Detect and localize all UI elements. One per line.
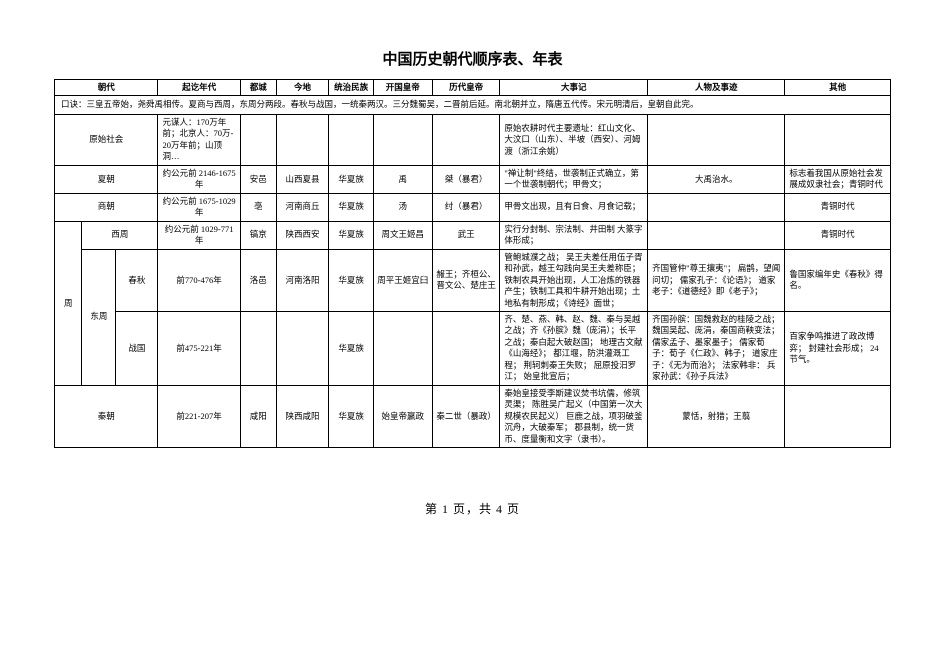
cell-other: 百家争鸣推进了政改博弈； 封建社会形成； 24节气。 — [785, 311, 891, 385]
cell-last: 武王 — [432, 221, 500, 249]
cell-other: 标志着我国从原始社会发展成奴隶社会；青铜时代 — [785, 165, 891, 193]
cell-events: 秦始皇接受李斯建议焚书坑儒，修筑灵渠； 陈胜吴广起义（中国第一次大规模农民起义）… — [500, 385, 648, 447]
cell-last: 赧王；齐桓公、晋文公、楚庄王 — [432, 249, 500, 311]
cell-founder: 周文王姬昌 — [373, 221, 432, 249]
col-other: 其他 — [785, 80, 891, 96]
cell-capital: 镐京 — [240, 221, 276, 249]
row-shang: 商朝 约公元前 1675-1029年 亳 河南商丘 华夏族 汤 纣（暴君） 甲骨… — [55, 193, 891, 221]
cell-dynasty: 夏朝 — [55, 165, 158, 193]
cell-events: "禅让制"终结，世袭制正式确立，第一个世袭制朝代；甲骨文； — [500, 165, 648, 193]
cell-founder: 周平王姬宜臼 — [373, 249, 432, 311]
cell-people: 齐国孙膑：国魏救赵的桂陵之战； 魏国吴起、庞涓，秦国商鞅变法； 儒家孟子、墨家墨… — [648, 311, 785, 385]
cell-eth: 华夏族 — [329, 249, 373, 311]
cell-eth: 华夏族 — [329, 165, 373, 193]
col-people: 人物及事迹 — [648, 80, 785, 96]
cell-years: 约公元前 1675-1029年 — [158, 193, 240, 221]
cell-years: 约公元前 2146-1675年 — [158, 165, 240, 193]
cell-eth: 华夏族 — [329, 385, 373, 447]
cell-years: 前770-476年 — [158, 249, 240, 311]
cell-other: 青铜时代 — [785, 193, 891, 221]
row-xia: 夏朝 约公元前 2146-1675年 安邑 山西夏县 华夏族 禹 桀（暴君） "… — [55, 165, 891, 193]
cell-dynasty: 战国 — [116, 311, 158, 385]
cell-last: 桀（暴君） — [432, 165, 500, 193]
cell-capital: 咸阳 — [240, 385, 276, 447]
cell-years: 前475-221年 — [158, 311, 240, 385]
cell-people: 大禹治水。 — [648, 165, 785, 193]
page-title: 中国历史朝代顺序表、年表 — [54, 48, 891, 69]
cell-dynasty: 秦朝 — [55, 385, 158, 447]
cell-today: 陕西西安 — [276, 221, 329, 249]
dynasty-table: 朝代 起讫年代 都城 今地 统治民族 开国皇帝 历代皇帝 大事记 人物及事迹 其… — [54, 79, 891, 448]
cell-events: 甲骨文出现，且有日食、月食记载； — [500, 193, 648, 221]
cell-capital: 亳 — [240, 193, 276, 221]
row-qin: 秦朝 前221-207年 咸阳 陕西咸阳 华夏族 始皇帝嬴政 秦二世（暴政） 秦… — [55, 385, 891, 447]
cell-dynasty: 春秋 — [116, 249, 158, 311]
col-ethnicity: 统治民族 — [329, 80, 373, 96]
cell-eth: 华夏族 — [329, 221, 373, 249]
cell-founder: 始皇帝嬴政 — [373, 385, 432, 447]
cell-eth: 华夏族 — [329, 193, 373, 221]
mnemonic-cell: 口诀：三皇五帝始，尧舜禹相传。夏商与西周，东周分两段。春秋与战国，一统秦两汉。三… — [55, 96, 891, 114]
cell-last: 纣（暴君） — [432, 193, 500, 221]
cell-today: 陕西咸阳 — [276, 385, 329, 447]
cell-today: 山西夏县 — [276, 165, 329, 193]
cell-other: 青铜时代 — [785, 221, 891, 249]
cell-years: 元谋人：170万年前；北京人：70万-20万年前；山顶洞… — [158, 114, 240, 165]
cell-people: 齐国管仲"尊王攘夷"； 扁鹊，望闻问切； 儒家孔子：《论语》； 道家老子：《道德… — [648, 249, 785, 311]
cell-events: 原始农耕时代主要遗址：红山文化、大汶口（山东）、半坡（西安）、河姆渡（浙江余姚） — [500, 114, 648, 165]
col-today: 今地 — [276, 80, 329, 96]
cell-today: 河南洛阳 — [276, 249, 329, 311]
cell-people: 蒙恬，射猎；王翦 — [648, 385, 785, 447]
cell-dynasty: 原始社会 — [55, 114, 158, 165]
col-founder: 开国皇帝 — [373, 80, 432, 96]
col-dynasty: 朝代 — [55, 80, 158, 96]
row-zhanguo: 战国 前475-221年 华夏族 齐、楚、燕、韩、赵、魏、秦与吴越之战；齐《孙膑… — [55, 311, 891, 385]
col-events: 大事记 — [500, 80, 648, 96]
cell-today: 河南商丘 — [276, 193, 329, 221]
row-primitive: 原始社会 元谋人：170万年前；北京人：70万-20万年前；山顶洞… 原始农耕时… — [55, 114, 891, 165]
cell-zhou: 周 — [55, 221, 82, 385]
cell-dynasty: 西周 — [82, 221, 158, 249]
cell-dongzhou: 东周 — [82, 249, 116, 385]
col-years: 起讫年代 — [158, 80, 240, 96]
page-footer: 第 1 页，共 4 页 — [54, 500, 891, 517]
cell-events: 齐、楚、燕、韩、赵、魏、秦与吴越之战；齐《孙膑》魏（庞涓）；长平之战；秦白起大破… — [500, 311, 648, 385]
col-last: 历代皇帝 — [432, 80, 500, 96]
cell-other: 鲁国家编年史《春秋》得名。 — [785, 249, 891, 311]
mnemonic-row: 口诀：三皇五帝始，尧舜禹相传。夏商与西周，东周分两段。春秋与战国，一统秦两汉。三… — [55, 96, 891, 114]
cell-dynasty: 商朝 — [55, 193, 158, 221]
cell-last: 秦二世（暴政） — [432, 385, 500, 447]
col-capital: 都城 — [240, 80, 276, 96]
cell-years: 约公元前 1029-771年 — [158, 221, 240, 249]
cell-capital: 洛邑 — [240, 249, 276, 311]
cell-events: 实行分封制、宗法制、井田制 大篆字体形成； — [500, 221, 648, 249]
cell-events: 管鲍城濮之战； 吴王夫差任用伍子胥和孙武，越王勾践向吴王夫差称臣；铁制农具开始出… — [500, 249, 648, 311]
row-xizhou: 周 西周 约公元前 1029-771年 镐京 陕西西安 华夏族 周文王姬昌 武王… — [55, 221, 891, 249]
table-header-row: 朝代 起讫年代 都城 今地 统治民族 开国皇帝 历代皇帝 大事记 人物及事迹 其… — [55, 80, 891, 96]
row-chunqiu: 东周 春秋 前770-476年 洛邑 河南洛阳 华夏族 周平王姬宜臼 赧王；齐桓… — [55, 249, 891, 311]
cell-capital: 安邑 — [240, 165, 276, 193]
cell-founder: 禹 — [373, 165, 432, 193]
cell-eth: 华夏族 — [329, 311, 373, 385]
cell-years: 前221-207年 — [158, 385, 240, 447]
cell-founder: 汤 — [373, 193, 432, 221]
